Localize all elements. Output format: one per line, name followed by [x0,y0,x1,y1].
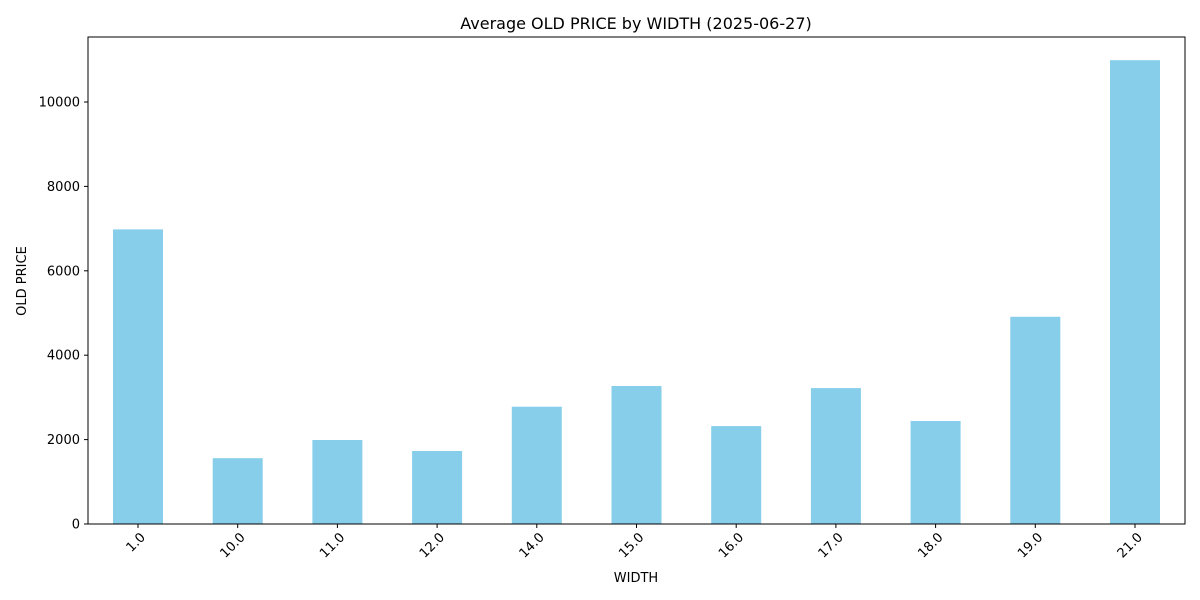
x-tick-label: 12.0 [417,530,448,561]
x-axis-label: WIDTH [614,571,658,586]
bar-19.0 [1010,316,1061,524]
y-tick-label: 6000 [47,264,80,279]
bar-18.0 [910,421,961,524]
bar-11.0 [312,440,363,524]
plot-frame [87,36,1186,525]
y-tick-label: 8000 [47,180,80,195]
x-tick-label: 19.0 [1015,530,1046,561]
bar-1.0 [113,229,163,524]
x-tick-label: 16.0 [716,530,747,561]
x-axis-ticks: 1.0 10.0 11.0 12.0 14.0 15.0 16.0 17.0 18.0 19.0 2… [124,524,1146,561]
bar-21.0 [1110,60,1160,524]
y-tick-label: 2000 [47,433,80,448]
bar-14.0 [511,406,562,524]
x-tick-label: 11.0 [317,530,348,561]
bar-16.0 [711,426,762,524]
bar-15.0 [611,386,662,524]
x-tick-label: 17.0 [816,530,847,561]
bar-17.0 [810,388,861,524]
y-axis-ticks: 0 2000 4000 6000 8000 10000 [39,95,88,533]
bar-12.0 [412,451,463,524]
x-tick-label: 21.0 [1115,530,1146,561]
x-tick-label: 1.0 [124,530,149,555]
y-tick-label: 0 [72,518,80,533]
x-tick-label: 10.0 [217,530,248,561]
x-tick-label: 18.0 [915,530,946,561]
chart-title: Average OLD PRICE by WIDTH (2025-06-27) [460,14,811,33]
bars-group [113,60,1160,524]
y-axis-label: OLD PRICE [15,246,30,316]
x-tick-label: 15.0 [616,530,647,561]
x-tick-label: 14.0 [517,530,548,561]
y-tick-label: 10000 [39,95,80,110]
y-tick-label: 4000 [47,349,80,364]
bar-10.0 [212,458,263,524]
